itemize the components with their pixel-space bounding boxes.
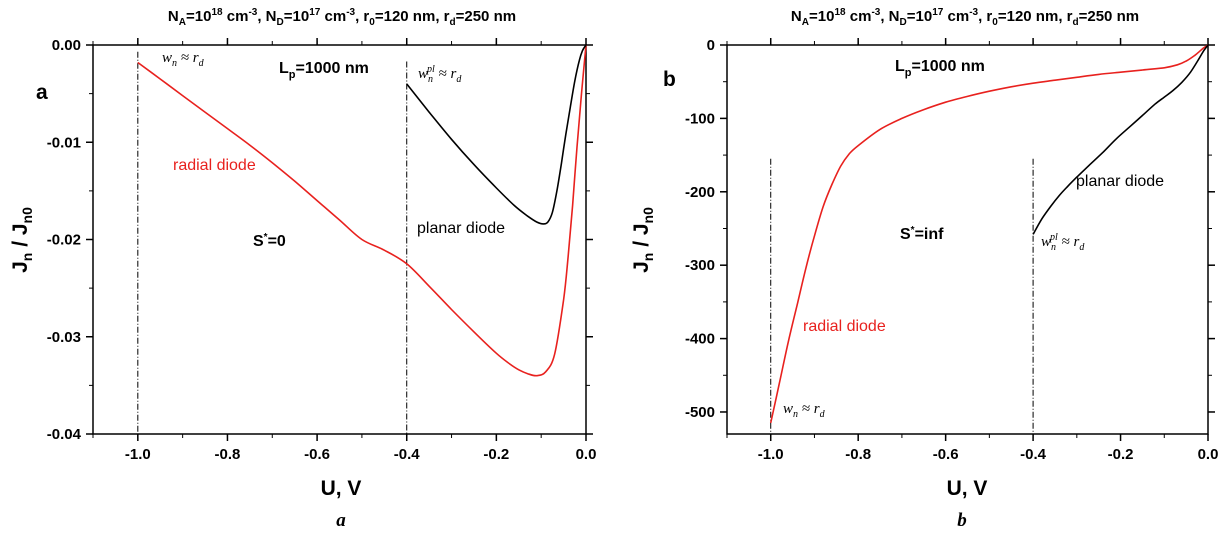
chart-a-ylabel: Jn / Jn0 xyxy=(9,207,35,273)
y-tick-label: -0.02 xyxy=(47,232,81,249)
y-tick-label: -500 xyxy=(685,404,715,421)
chart-a-series xyxy=(137,44,587,377)
x-tick-label: -0.6 xyxy=(304,446,330,463)
chart-a-wnpl-annotation: wnpl ≈ rd xyxy=(418,64,462,85)
plot-frame xyxy=(726,44,1209,435)
chart-b-radial-label: radial diode xyxy=(803,318,886,335)
chart-b-reference-lines xyxy=(770,158,1034,434)
x-tick-label: 0.0 xyxy=(1198,446,1219,463)
chart-a-s-annotation: S*=0 xyxy=(253,232,286,250)
y-tick-label: -300 xyxy=(685,257,715,274)
chart-b-planar-label: planar diode xyxy=(1076,173,1164,190)
chart-a-tick-labels: -1.0 -0.8 -0.6 -0.4 -0.2 0.0 0.00 -0.01 -0.02 -0.… xyxy=(47,37,597,463)
chart-a-caption: a xyxy=(336,510,346,531)
y-tick-label: -400 xyxy=(685,331,715,348)
chart-a-axes xyxy=(86,38,593,441)
chart-a-panel-label: a xyxy=(36,81,48,104)
y-tick-label: -0.01 xyxy=(47,134,81,151)
chart-b-axes xyxy=(720,38,1215,441)
x-tick-label: -0.4 xyxy=(394,446,421,463)
chart-b-wn-annotation: wn ≈ rd xyxy=(783,401,826,420)
chart-b-wnpl-annotation: wnpl ≈ rd xyxy=(1041,232,1085,253)
chart-b-panel-label: b xyxy=(663,68,676,91)
chart-b-tick-labels: -1.0 -0.8 -0.6 -0.4 -0.2 0.0 0 -100 -200 -300 -400… xyxy=(685,37,1218,463)
series-radial-diode xyxy=(769,44,1209,424)
chart-a-lp-annotation: Lp=1000 nm xyxy=(279,60,369,81)
chart-b-caption: b xyxy=(957,510,967,531)
chart-a-reference-lines xyxy=(137,51,408,434)
y-tick-label: -0.04 xyxy=(47,426,82,443)
series-planar-diode xyxy=(1032,44,1209,235)
chart-b-title: NA=1018 cm-3, ND=1017 cm-3, r0=120 nm, r… xyxy=(791,7,1139,28)
chart-a-planar-label: planar diode xyxy=(417,220,505,237)
chart-panel-a: NA=1018 cm-3, ND=1017 cm-3, r0=120 nm, r… xyxy=(9,7,596,531)
x-tick-label: 0.0 xyxy=(576,446,597,463)
x-tick-label: -0.2 xyxy=(483,446,509,463)
chart-a-xlabel: U, V xyxy=(321,477,362,500)
chart-b-s-annotation: S*=inf xyxy=(900,225,944,243)
x-tick-label: -0.4 xyxy=(1020,446,1047,463)
x-tick-label: -0.2 xyxy=(1108,446,1134,463)
series-radial-diode xyxy=(137,44,587,377)
x-tick-label: -1.0 xyxy=(125,446,151,463)
chart-a-title: NA=1018 cm-3, ND=1017 cm-3, r0=120 nm, r… xyxy=(168,7,516,28)
plot-frame xyxy=(92,44,587,435)
series-planar-diode xyxy=(406,44,587,225)
x-tick-label: -1.0 xyxy=(758,446,784,463)
x-tick-label: -0.6 xyxy=(933,446,959,463)
y-tick-label: -200 xyxy=(685,184,715,201)
chart-a-wn-annotation: wn ≈ rd xyxy=(162,50,205,69)
chart-b-series xyxy=(769,44,1209,424)
y-tick-label: 0.00 xyxy=(52,37,81,54)
y-tick-label: -100 xyxy=(685,110,715,127)
chart-b-xlabel: U, V xyxy=(947,477,988,500)
x-tick-label: -0.8 xyxy=(215,446,241,463)
y-tick-label: 0 xyxy=(707,37,715,54)
x-tick-label: -0.8 xyxy=(845,446,871,463)
y-tick-label: -0.03 xyxy=(47,329,81,346)
chart-b-ylabel: Jn / Jn0 xyxy=(630,207,656,273)
chart-a-radial-label: radial diode xyxy=(173,157,256,174)
chart-panel-b: NA=1018 cm-3, ND=1017 cm-3, r0=120 nm, r… xyxy=(630,7,1218,531)
chart-b-lp-annotation: Lp=1000 nm xyxy=(895,58,985,79)
